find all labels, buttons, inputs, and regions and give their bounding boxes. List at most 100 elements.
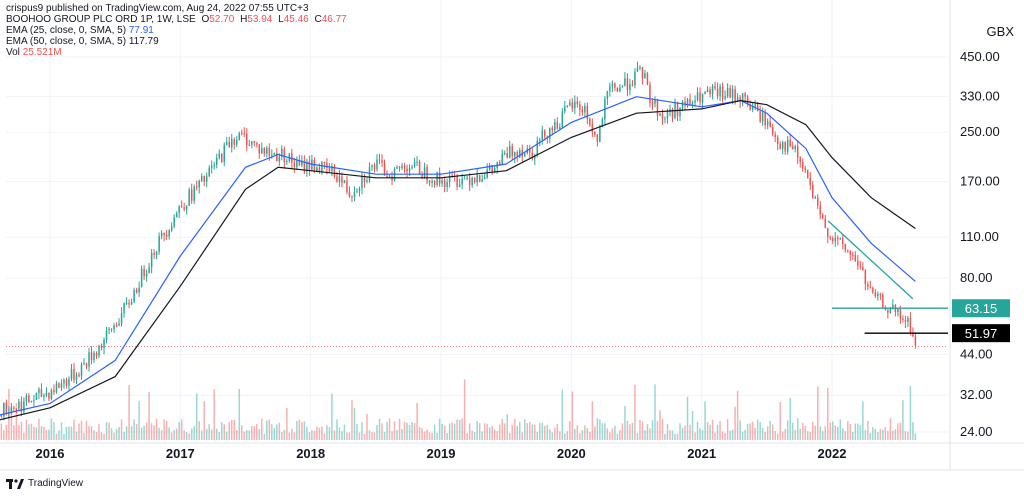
candle-body (58, 383, 60, 388)
candle-body (286, 161, 288, 163)
candle-body (123, 303, 125, 314)
candle-body (516, 151, 518, 158)
volume-bar (251, 426, 253, 440)
candle-body (809, 177, 811, 185)
volume-bar (513, 419, 516, 440)
volume-bar (173, 429, 175, 440)
volume-bar (443, 425, 446, 440)
volume-bar (897, 423, 899, 440)
volume-bar (236, 430, 238, 440)
candle-body (776, 137, 779, 145)
candle-body (696, 92, 699, 101)
volume-bar (356, 423, 358, 440)
candle-body (323, 161, 326, 163)
volume-bar (524, 419, 526, 440)
volume-bar (629, 424, 631, 440)
volume-bar (408, 425, 411, 440)
volume-bar (541, 422, 544, 440)
volume-bar (261, 418, 263, 440)
candle-body (664, 118, 666, 120)
volume-bar (125, 426, 128, 440)
volume-bar (711, 419, 714, 440)
volume-bar (406, 422, 408, 440)
volume-bar (30, 423, 33, 440)
ema25-legend[interactable]: EMA (25, close, 0, SMA, 5) 77.91 (6, 25, 154, 36)
candle-body (73, 369, 75, 380)
volume-bar (726, 418, 729, 440)
volume-bar (907, 431, 909, 440)
volume-bar (228, 421, 231, 440)
volume-legend[interactable]: Vol 25.521M (6, 47, 62, 58)
volume-bar (458, 420, 461, 440)
candle-body (541, 130, 544, 140)
candle-body (381, 160, 383, 163)
volume-bar (256, 424, 258, 440)
candle-body (566, 105, 569, 107)
candle-body (266, 148, 268, 154)
candle-body (233, 139, 236, 145)
volume-bar (551, 432, 554, 440)
y-tick-label: 24.00 (960, 424, 993, 439)
symbol-name[interactable]: BOOHOO GROUP PLC ORD 1P, 1W, LSE (6, 14, 196, 25)
candle-body (45, 392, 48, 396)
candle-body (711, 86, 714, 95)
candle-body (611, 83, 614, 87)
volume-bar (213, 389, 215, 440)
volume-bar (188, 433, 190, 440)
volume-bar (466, 433, 468, 440)
candle-body (321, 161, 323, 172)
volume-bar (694, 432, 696, 440)
volume-bar (549, 429, 551, 440)
volume-bar (536, 431, 539, 440)
level-tag-51.97 (952, 324, 1010, 343)
candle-body (694, 100, 696, 103)
volume-bar (724, 432, 726, 440)
candle-body (408, 167, 411, 172)
volume-bar (809, 431, 811, 440)
candle-body (218, 153, 220, 158)
candle-body (649, 84, 651, 104)
volume-bar (689, 424, 691, 440)
volume-bar (170, 432, 173, 440)
candle-body (293, 162, 296, 168)
volume-bar (80, 420, 83, 440)
candle-body (398, 166, 401, 168)
volume-bar (85, 420, 88, 440)
candle-body (313, 159, 316, 172)
volume-bar (331, 393, 333, 440)
candle-body (771, 127, 774, 135)
candle-body (493, 168, 496, 173)
candle-body (38, 389, 40, 393)
volume-bar (857, 423, 859, 440)
volume-bar (20, 421, 23, 440)
volume-bar (751, 421, 754, 440)
volume-bar (118, 426, 120, 440)
candle-body (88, 352, 90, 367)
candle-body (231, 139, 233, 148)
volume-bar (358, 432, 361, 440)
volume-bar (476, 421, 478, 440)
volume-bar (461, 418, 463, 440)
candle-body (852, 254, 854, 256)
volume-bar (639, 420, 641, 440)
candle-body (867, 284, 869, 287)
candle-body (436, 172, 438, 185)
candle-body (536, 140, 539, 156)
candle-body (899, 308, 902, 319)
volume-bar (431, 432, 433, 440)
ema50-legend[interactable]: EMA (50, close, 0, SMA, 5) 117.79 (6, 36, 159, 47)
volume-bar (203, 401, 205, 440)
candle-body (403, 165, 406, 169)
volume-bar (83, 432, 85, 440)
candle-body (85, 363, 88, 367)
candle-body (13, 407, 15, 409)
candle-body (586, 106, 589, 119)
candle-body (5, 402, 8, 414)
volume-bar (661, 419, 664, 440)
ohlc-open-value: 52.70 (209, 14, 235, 25)
candle-body (681, 101, 684, 108)
candle-body (18, 401, 20, 409)
volume-bar (734, 406, 736, 440)
